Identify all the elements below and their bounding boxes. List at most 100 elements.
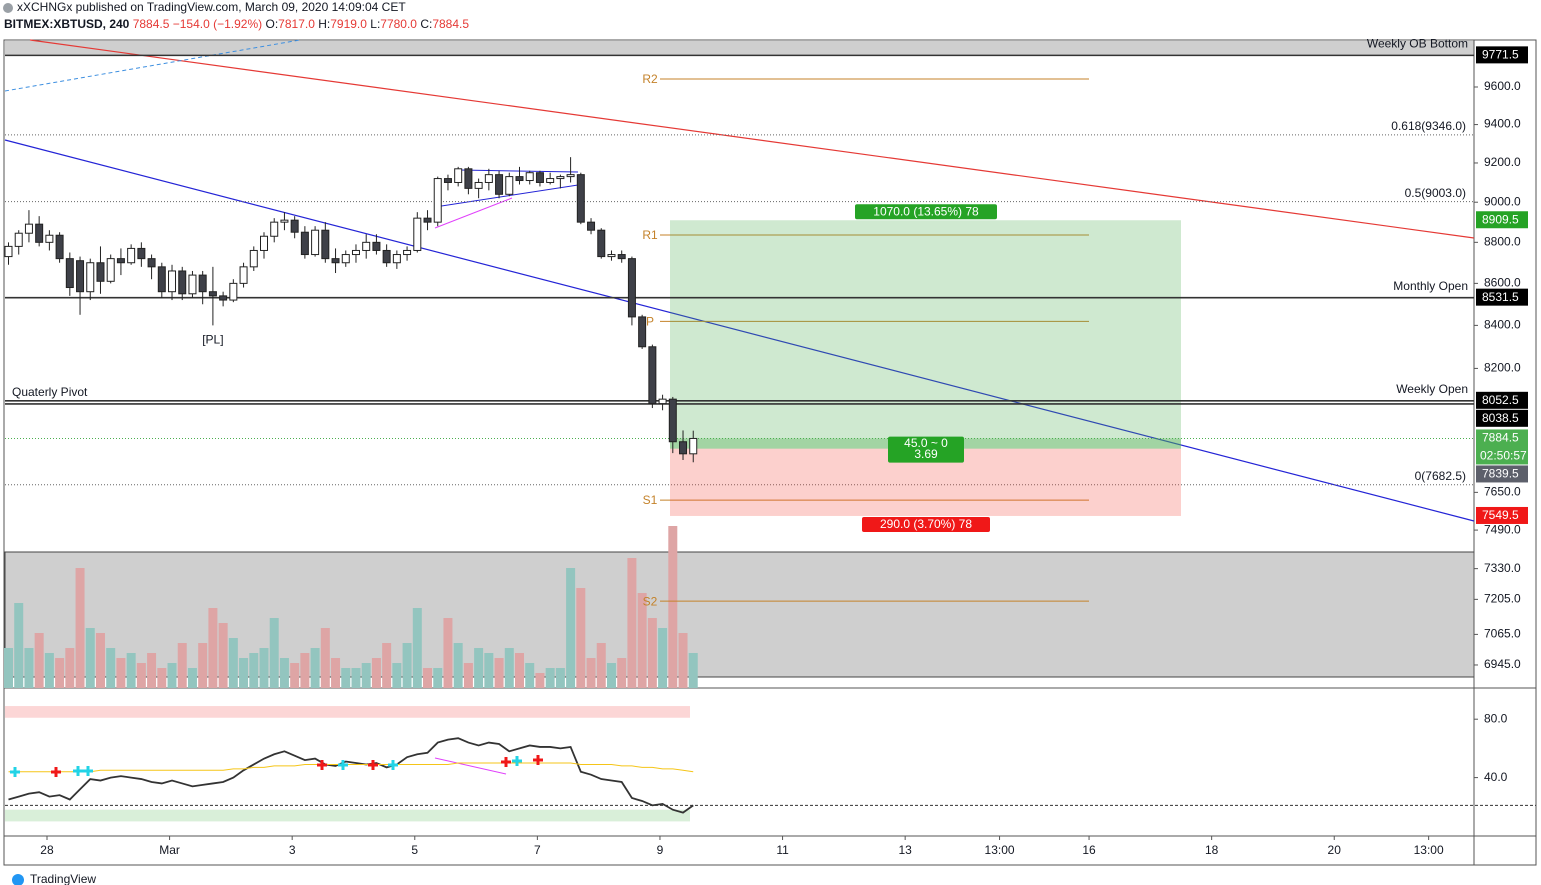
volume-bar xyxy=(320,628,330,688)
candle-body xyxy=(341,254,350,264)
volume-bar xyxy=(279,658,289,688)
volume-bar xyxy=(75,568,85,688)
x-tick-label: 28 xyxy=(40,843,54,857)
volume-bar xyxy=(95,633,105,688)
signal-cross xyxy=(10,767,20,777)
candle-body xyxy=(362,241,371,251)
volume-bar xyxy=(208,608,218,688)
price-tag xyxy=(1476,465,1528,483)
stop-label: 290.0 (3.70%) 78 xyxy=(880,517,972,531)
target-label-box xyxy=(855,204,997,220)
level-label: Monthly Open xyxy=(1393,279,1468,293)
x-tick-label: 16 xyxy=(1082,843,1096,857)
candle-body xyxy=(229,282,238,301)
volume-bar xyxy=(249,653,259,688)
rsi-line xyxy=(8,762,694,773)
volume-bar xyxy=(463,663,473,688)
candle-body xyxy=(270,221,279,237)
pivot-label: R1 xyxy=(642,228,658,242)
low-label: L: xyxy=(370,17,380,31)
volume-bar xyxy=(269,618,279,688)
published-line: xXCHNGx published on TradingView.com, Ma… xyxy=(17,0,406,14)
trend-line xyxy=(29,39,1475,239)
candle-body xyxy=(556,176,565,180)
volume-bar xyxy=(678,633,688,688)
volume-bar xyxy=(402,643,412,688)
volume-bar xyxy=(116,658,126,688)
candle-body xyxy=(648,346,657,405)
volume-bar xyxy=(65,648,75,688)
rsi-line xyxy=(8,737,694,814)
avatar xyxy=(3,3,13,13)
price-tag xyxy=(1476,409,1528,427)
center-label: 45.0 ~ 0 xyxy=(904,436,948,450)
price-tag-label: 7549.5 xyxy=(1482,508,1519,522)
y-tick-label: 7065.0 xyxy=(1484,627,1521,641)
pivot-label: S2 xyxy=(643,594,658,608)
candle-body xyxy=(321,229,330,260)
candle-body xyxy=(566,174,575,178)
symbol: BITMEX:XBTUSD, 240 xyxy=(4,17,130,31)
pl-label: [PL] xyxy=(202,333,223,347)
volume-bar xyxy=(617,658,627,688)
risk-ratio: 3.69 xyxy=(914,447,938,461)
candle-body xyxy=(198,274,207,293)
volume-bar xyxy=(228,638,238,688)
volume-bar xyxy=(412,608,422,688)
candle-body xyxy=(658,398,667,405)
volume-bar xyxy=(106,648,116,688)
volume-bar xyxy=(4,648,13,688)
divergence-arrow xyxy=(434,197,513,229)
pivot-label: S1 xyxy=(643,493,658,507)
y-tick-label: 80.0 xyxy=(1484,711,1508,725)
divergence-arrow xyxy=(434,757,507,775)
candle-body xyxy=(423,217,432,223)
candle-body xyxy=(433,178,442,223)
volume-bar xyxy=(300,653,310,688)
profit-zone xyxy=(670,220,1181,449)
volume-bar xyxy=(371,658,381,688)
signal-cross xyxy=(501,757,511,767)
signal-cross xyxy=(512,756,522,766)
fib-label: 0.5(9003.0) xyxy=(1405,186,1466,200)
logo xyxy=(12,874,24,885)
candle-body xyxy=(86,262,95,293)
signal-cross xyxy=(388,760,398,770)
price-tag xyxy=(1476,429,1528,465)
pivot-label: P xyxy=(646,315,654,329)
y-tick-label: 9600.0 xyxy=(1484,79,1521,93)
y-tick-label: 8400.0 xyxy=(1484,318,1521,332)
candle-body xyxy=(311,229,320,256)
high-label: H: xyxy=(318,17,330,31)
volume-bar xyxy=(596,643,606,688)
candle-body xyxy=(35,223,44,243)
y-tick-label: 7490.0 xyxy=(1484,522,1521,536)
volume-bar xyxy=(361,663,371,688)
volume-bar xyxy=(576,588,586,688)
candle-body xyxy=(106,258,115,282)
candle-body xyxy=(300,231,309,256)
candle-body xyxy=(679,441,688,455)
y-tick-label: 9400.0 xyxy=(1484,117,1521,131)
y-tick-label: 8600.0 xyxy=(1484,276,1521,290)
volume-bar xyxy=(157,668,167,688)
candle-body xyxy=(45,234,54,243)
high: 7919.0 xyxy=(330,17,367,31)
volume-bar xyxy=(341,668,351,688)
candle-body xyxy=(525,172,534,182)
signal-cross xyxy=(317,760,327,770)
volume-bar xyxy=(259,648,269,688)
volume-bar xyxy=(555,668,565,688)
x-tick-label: 3 xyxy=(289,843,296,857)
candle-body xyxy=(24,223,33,234)
signal-cross xyxy=(83,766,93,776)
footer: TradingView xyxy=(30,872,96,885)
y-tick-label: 6945.0 xyxy=(1484,657,1521,671)
price-tag-label: 9771.5 xyxy=(1482,48,1519,62)
price-tag-label: 8909.5 xyxy=(1482,212,1519,226)
candle-body xyxy=(638,316,647,348)
candle-body xyxy=(382,249,391,264)
price-tag xyxy=(1476,506,1528,524)
